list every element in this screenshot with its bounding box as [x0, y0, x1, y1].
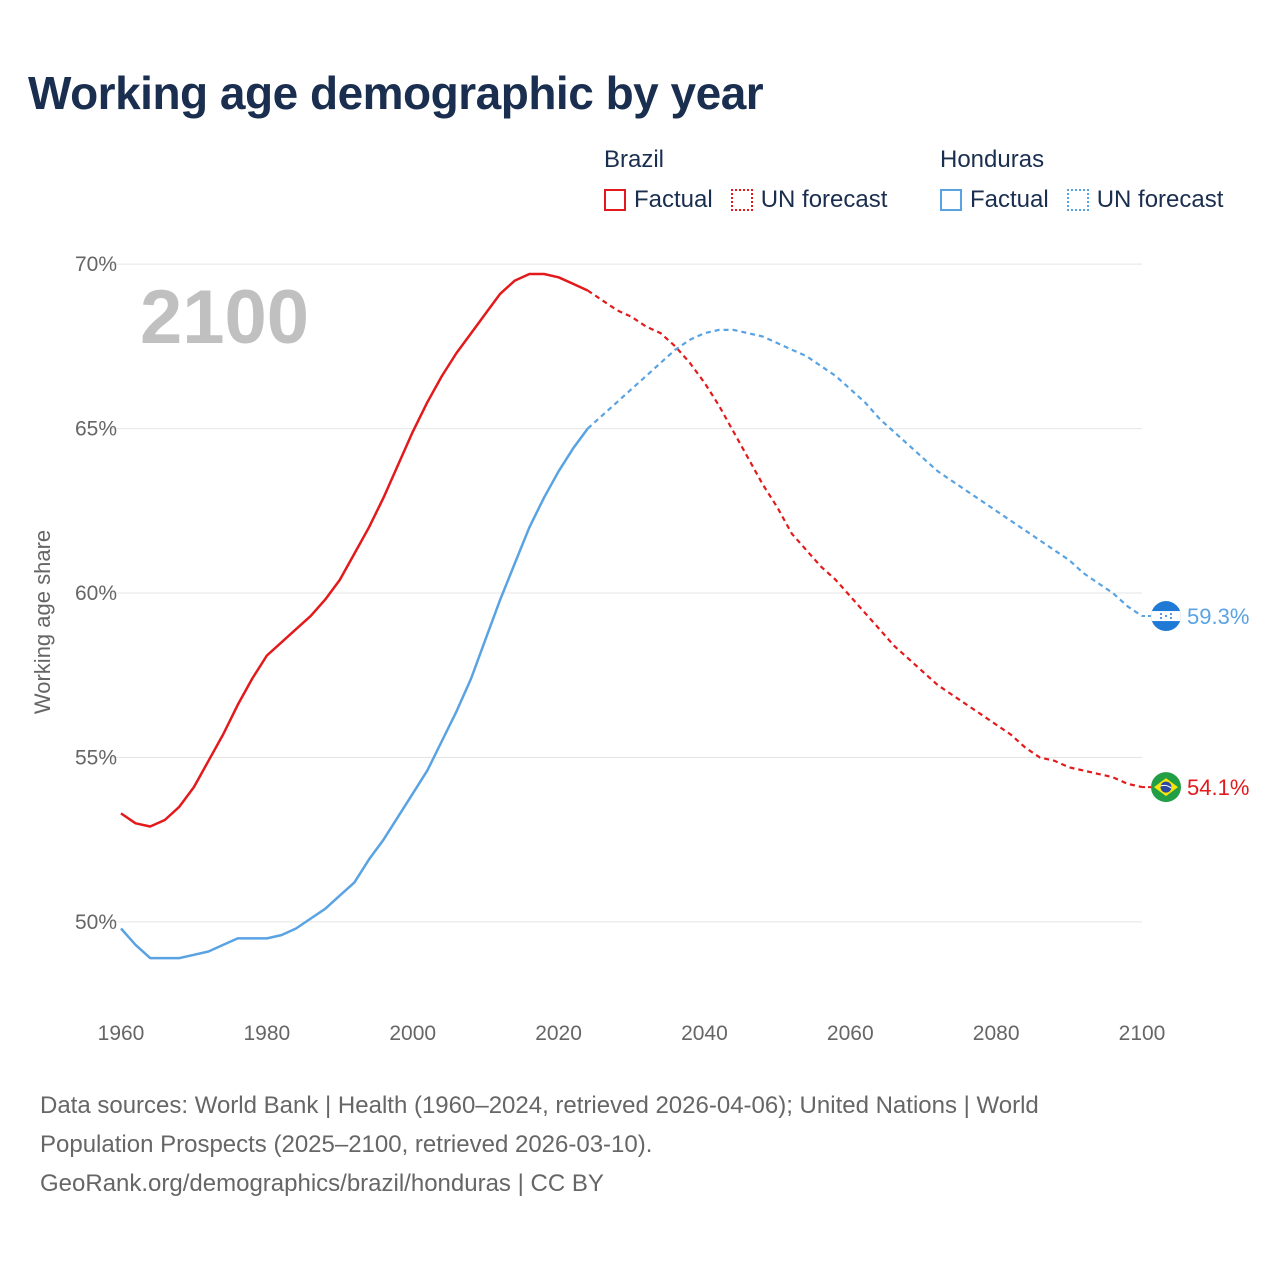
y-tick-label: 55%	[75, 746, 117, 769]
honduras-factual-line[interactable]	[120, 427, 589, 960]
legend-brazil-factual[interactable]: Factual	[604, 186, 713, 214]
legend-label: Factual	[634, 186, 713, 213]
y-tick-label: 70%	[75, 253, 117, 276]
y-tick-label: 65%	[75, 418, 117, 441]
brazil-forecast-line[interactable]	[587, 289, 1143, 789]
y-tick-label: 60%	[75, 582, 117, 605]
honduras-end-value: 59.3%	[1187, 604, 1249, 629]
brazil-end-value: 54.1%	[1187, 775, 1249, 800]
sources-line-2: Population Prospects (2025–2100, retriev…	[40, 1131, 653, 1158]
legend-swatch-dotted	[1066, 189, 1089, 211]
legend-honduras: Honduras Factual UN forecast	[940, 146, 1241, 214]
legend-honduras-factual[interactable]: Factual	[940, 186, 1049, 214]
x-tick-label: 2020	[535, 1022, 582, 1045]
brazil-flag-icon	[1151, 772, 1181, 803]
legend-honduras-forecast[interactable]: UN forecast	[1066, 186, 1224, 214]
brazil-factual-line[interactable]	[120, 272, 589, 828]
legend-swatch-dotted	[730, 189, 753, 211]
x-tick-label: 2100	[1119, 1022, 1166, 1045]
x-tick-label: 2000	[389, 1022, 436, 1045]
legend-honduras-name: Honduras	[940, 146, 1045, 173]
x-tick-label: 1980	[243, 1022, 290, 1045]
sources-link[interactable]: GeoRank.org/demographics/brazil/honduras…	[40, 1170, 604, 1197]
x-tick-label: 1960	[98, 1022, 145, 1045]
x-tick-label: 2060	[827, 1022, 874, 1045]
x-tick-label: 2040	[681, 1022, 728, 1045]
sources-line-1: Data sources: World Bank | Health (1960–…	[40, 1092, 1039, 1119]
legend-swatch-solid	[940, 189, 962, 211]
legend-brazil-name: Brazil	[604, 146, 665, 173]
y-axis-label: Working age share	[30, 530, 55, 714]
chart-title: Working age demographic by year	[28, 67, 764, 119]
legend-brazil-forecast[interactable]: UN forecast	[730, 186, 888, 214]
honduras-flag-icon	[1151, 601, 1181, 632]
data-sources: Data sources: World Bank | Health (1960–…	[40, 1086, 1190, 1203]
y-tick-label: 50%	[75, 911, 117, 934]
legend-brazil: Brazil Factual UN forecast	[604, 146, 905, 214]
legend-label: Factual	[970, 186, 1049, 213]
x-tick-label: 2080	[973, 1022, 1020, 1045]
legend-label: UN forecast	[760, 186, 888, 213]
honduras-forecast-line[interactable]	[586, 328, 1143, 618]
legend-swatch-solid	[604, 189, 626, 211]
legend-label: UN forecast	[1096, 186, 1224, 213]
year-indicator: 2100	[140, 275, 309, 360]
